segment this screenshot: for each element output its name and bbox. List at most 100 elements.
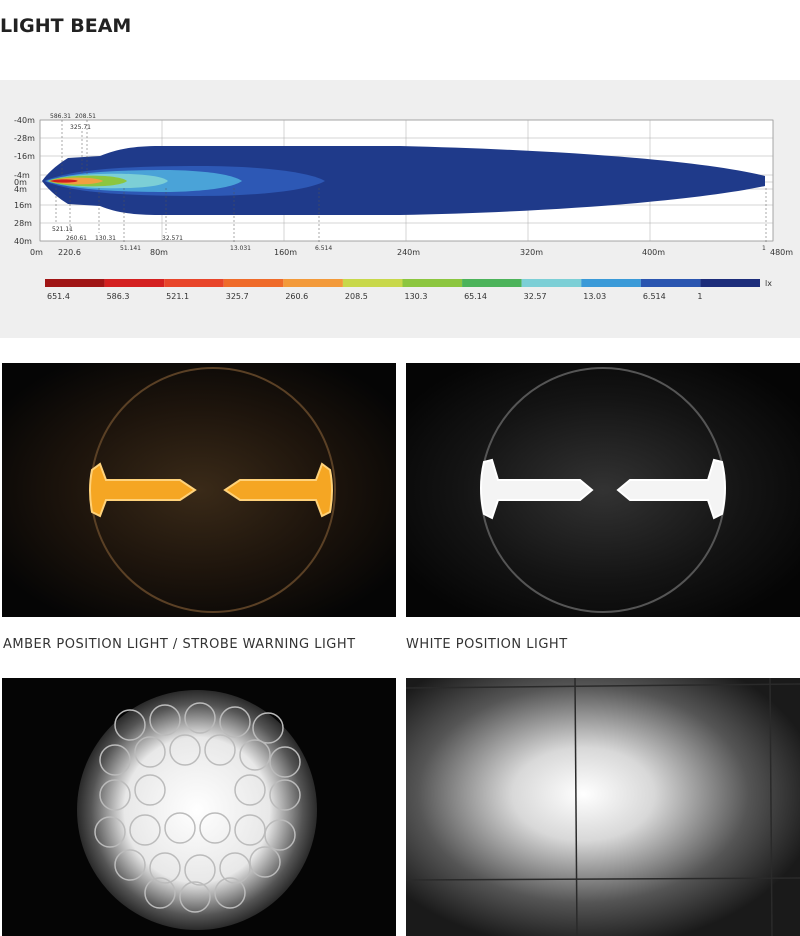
legend-unit: lx [765, 279, 772, 288]
led [144, 877, 176, 909]
white-arrow [616, 458, 726, 520]
x-label: 0m [30, 248, 43, 257]
photo-bg [406, 678, 800, 936]
led [219, 706, 251, 738]
y-label: -4m [14, 171, 30, 180]
led [129, 814, 161, 846]
legend-label: 1 [697, 292, 702, 301]
legend-label: 586.3 [107, 292, 130, 301]
y-label: 16m [14, 201, 32, 210]
white-arrow [480, 458, 594, 520]
x-label: 240m [397, 248, 420, 257]
isolux-label: 51.141 [120, 245, 141, 252]
led [94, 816, 126, 848]
photo-wall [405, 677, 800, 936]
isolux-label: 13.031 [230, 245, 251, 252]
legend-swatch [521, 279, 582, 287]
led [149, 852, 181, 884]
legend-swatch [223, 279, 284, 287]
legend-swatch [402, 279, 463, 287]
legend-swatch [581, 279, 641, 287]
near-label: 220.6 [58, 248, 81, 257]
led [149, 704, 181, 736]
led [99, 744, 131, 776]
legend-label: 65.14 [464, 292, 487, 301]
led [234, 774, 266, 806]
x-label: 320m [520, 248, 543, 257]
legend-label: 32.57 [524, 292, 547, 301]
led [234, 814, 266, 846]
y-label: -28m [14, 134, 35, 143]
legend-label: 130.3 [405, 292, 428, 301]
led [184, 854, 216, 886]
x-label: 160m [274, 248, 297, 257]
isolux-label: 586.31 [50, 113, 71, 120]
legend-label: 208.5 [345, 292, 368, 301]
caption: AMBER POSITION LIGHT / STROBE WARNING LI… [3, 637, 356, 652]
legend-label: 13.03 [583, 292, 606, 301]
y-label: -40m [14, 116, 35, 125]
photo-white [406, 363, 800, 617]
led [219, 852, 251, 884]
legend-swatch [283, 279, 343, 287]
legend-label: 521.1 [166, 292, 189, 301]
led [214, 877, 246, 909]
amber-arrow [89, 462, 197, 518]
led [114, 709, 146, 741]
legend-swatch [45, 279, 105, 287]
led [134, 736, 166, 768]
y-label: 4m [14, 185, 27, 194]
led [99, 779, 131, 811]
isolux-label: 521.11 [52, 226, 73, 233]
isolux-label: 32.571 [162, 235, 183, 242]
isolux-label: 130.31 [95, 235, 116, 242]
led [184, 702, 216, 734]
amber-arrow [223, 462, 333, 518]
y-label: 0m [14, 178, 27, 187]
y-label: 28m [14, 219, 32, 228]
led [269, 746, 301, 778]
legend-label: 325.7 [226, 292, 249, 301]
beam-shapes [42, 146, 765, 215]
y-label: 40m [14, 237, 32, 246]
tile-seam [574, 677, 578, 936]
x-label: 480m [770, 248, 793, 257]
legend-swatch [342, 279, 403, 287]
tile-seam [405, 683, 800, 689]
isolux-label: 325.71 [70, 124, 91, 131]
legend-label: 260.6 [285, 292, 308, 301]
x-label: 80m [150, 248, 168, 257]
caption: WHITE POSITION LIGHT [406, 637, 568, 652]
led [164, 812, 196, 844]
led [269, 779, 301, 811]
led [264, 819, 296, 851]
led [239, 739, 271, 771]
lamp-glow [77, 690, 317, 930]
section-title: LIGHT BEAM [0, 15, 131, 37]
isolux-label: 1 [762, 245, 766, 252]
led [252, 712, 284, 744]
isolux-label: 6.514 [315, 245, 332, 252]
x-label: 400m [642, 248, 665, 257]
isolux-label: 260.61 [66, 235, 87, 242]
legend-label: 6.514 [643, 292, 666, 301]
tile-seam [405, 877, 800, 881]
legend-swatch [700, 279, 760, 287]
tile-seam [769, 677, 773, 936]
led [199, 812, 231, 844]
legend-swatch [462, 279, 522, 287]
led [204, 734, 236, 766]
led [169, 734, 201, 766]
y-label: -16m [14, 152, 35, 161]
led [179, 881, 211, 913]
photo-bg [406, 363, 800, 617]
photo-bg [2, 363, 396, 617]
legend-label: 651.4 [47, 292, 70, 301]
led [134, 774, 166, 806]
legend-swatch [104, 279, 165, 287]
led [114, 849, 146, 881]
isolux-label: 208.51 [75, 113, 96, 120]
legend-swatch [164, 279, 224, 287]
photo-amber [2, 363, 396, 617]
